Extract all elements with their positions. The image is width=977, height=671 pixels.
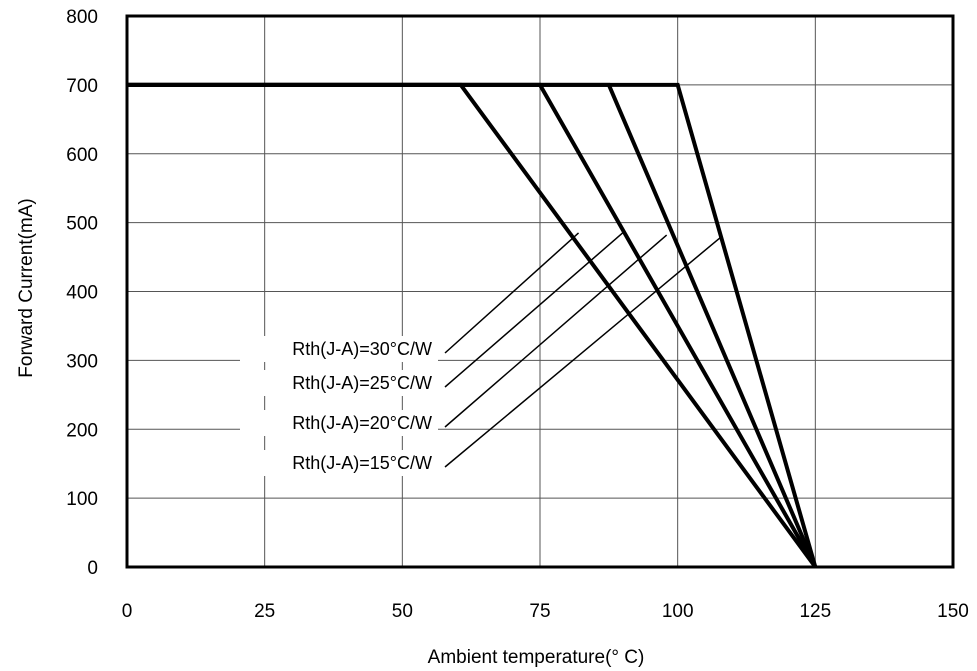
x-tick-label: 50	[392, 601, 413, 622]
y-tick-label: 400	[66, 283, 98, 304]
series-leader-lines	[444, 232, 723, 468]
x-tick-label: 0	[122, 601, 133, 622]
series-label-bg	[240, 410, 438, 436]
series-label-bg	[240, 370, 438, 396]
y-axis-title: Forward Current(mA)	[16, 198, 37, 377]
series-label-4: Rth(J-A)=15°C/W	[292, 453, 432, 473]
y-tick-label: 700	[66, 76, 98, 97]
series-leader-line-4	[444, 235, 723, 468]
grid-lines	[127, 16, 953, 567]
y-tick-label: 600	[66, 145, 98, 166]
x-tick-label: 150	[937, 601, 969, 622]
y-tick-label: 500	[66, 214, 98, 235]
x-tick-label: 25	[254, 601, 275, 622]
y-tick-label: 300	[66, 351, 98, 372]
series-label-2: Rth(J-A)=25°C/W	[292, 373, 432, 393]
x-tick-label: 75	[529, 601, 550, 622]
series-leader-line-2	[444, 232, 624, 388]
series-line-4	[127, 82, 818, 568]
series-label-1: Rth(J-A)=30°C/W	[292, 339, 432, 359]
series-lines	[127, 82, 818, 569]
y-tick-label: 200	[66, 420, 98, 441]
series-leader-line-3	[444, 234, 668, 428]
y-tick-label: 0	[87, 558, 98, 579]
y-tick-labels: 0 100 200 300 400 500 600 700 800	[66, 7, 98, 579]
x-tick-label: 125	[799, 601, 831, 622]
series-line-3	[127, 82, 818, 568]
series-label-bg	[240, 450, 438, 476]
series-labels: Rth(J-A)=30°C/W Rth(J-A)=25°C/W Rth(J-A)=2…	[240, 336, 438, 476]
x-axis-title: Ambient temperature(° C)	[428, 647, 645, 668]
y-tick-label: 800	[66, 7, 98, 28]
series-label-3: Rth(J-A)=20°C/W	[292, 413, 432, 433]
plot-frame	[125, 14, 955, 569]
x-tick-labels: 0 25 50 75 100 125 150	[122, 601, 969, 622]
x-tick-label: 100	[662, 601, 694, 622]
series-label-bg	[240, 336, 438, 362]
y-tick-label: 100	[66, 489, 98, 510]
series-leader-line-1	[444, 232, 580, 354]
